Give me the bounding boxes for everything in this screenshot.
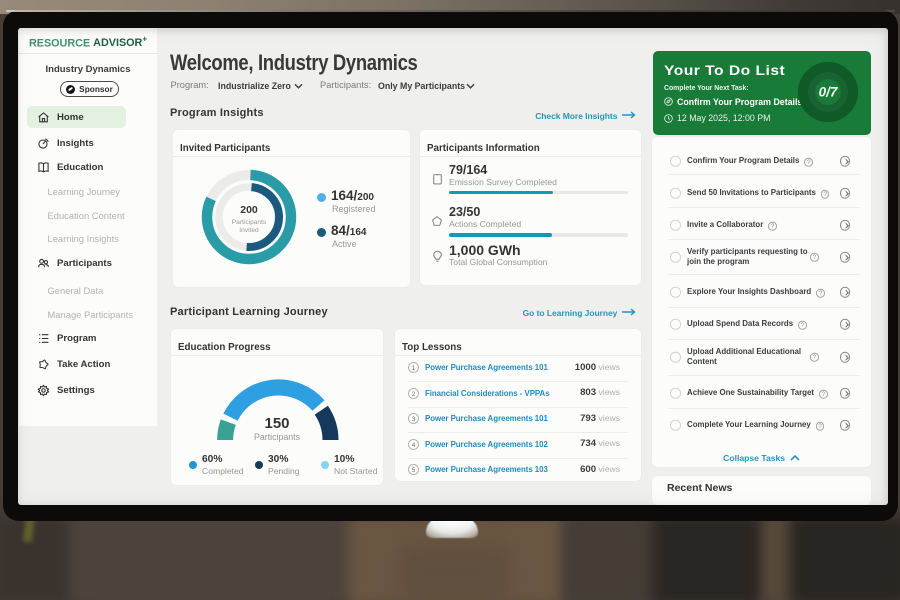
- svg-text:Participants: Participants: [232, 219, 267, 226]
- svg-text:200: 200: [240, 204, 258, 216]
- svg-text:0/7: 0/7: [818, 85, 838, 100]
- svg-text:Invited: Invited: [239, 227, 259, 234]
